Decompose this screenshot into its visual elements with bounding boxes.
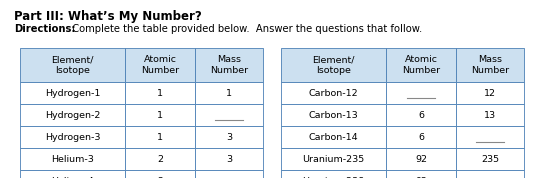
Bar [281,48,386,82]
Text: 92: 92 [415,177,427,178]
Text: Carbon-12: Carbon-12 [309,88,358,98]
Bar [456,170,524,178]
Text: 6: 6 [418,111,424,119]
Bar [456,104,524,126]
Bar [195,48,263,82]
Bar [281,126,386,148]
Bar [20,170,125,178]
Text: Directions:: Directions: [14,24,75,34]
Text: Mass
Number: Mass Number [210,55,248,75]
Text: Helium-4: Helium-4 [51,177,94,178]
Text: Complete the table provided below.  Answer the questions that follow.: Complete the table provided below. Answe… [66,24,422,34]
Bar [20,48,125,82]
Bar [386,104,456,126]
Text: 2: 2 [157,155,163,164]
Bar [386,148,456,170]
Text: 1: 1 [157,88,163,98]
Bar [281,82,386,104]
Text: 1: 1 [157,111,163,119]
Text: Hydrogen-1: Hydrogen-1 [45,88,100,98]
Text: Carbon-14: Carbon-14 [309,132,358,142]
Bar [20,82,125,104]
Text: 92: 92 [415,155,427,164]
Text: 13: 13 [484,111,496,119]
Text: Mass
Number: Mass Number [471,55,509,75]
Text: Element/
Isotope: Element/ Isotope [51,55,94,75]
Bar [125,148,195,170]
Bar [20,126,125,148]
Text: 1: 1 [157,132,163,142]
Bar [195,104,263,126]
Bar [195,126,263,148]
Text: Part III: What’s My Number?: Part III: What’s My Number? [14,10,202,23]
Bar [125,170,195,178]
Text: 3: 3 [226,132,232,142]
Bar [20,104,125,126]
Text: Uranium-235: Uranium-235 [302,155,365,164]
Text: Element/
Isotope: Element/ Isotope [312,55,355,75]
Bar [20,148,125,170]
Text: 6: 6 [418,132,424,142]
Text: 1: 1 [226,88,232,98]
Bar [125,104,195,126]
Bar [281,104,386,126]
Bar [386,126,456,148]
Bar [195,82,263,104]
Bar [281,148,386,170]
Bar [281,170,386,178]
Text: Carbon-13: Carbon-13 [309,111,358,119]
Bar [125,126,195,148]
Bar [125,48,195,82]
Bar [386,48,456,82]
Bar [456,48,524,82]
Text: 12: 12 [484,88,496,98]
Text: Atomic
Number: Atomic Number [141,55,179,75]
Text: Atomic
Number: Atomic Number [402,55,440,75]
Text: 2: 2 [157,177,163,178]
Bar [195,148,263,170]
Text: Hydrogen-3: Hydrogen-3 [45,132,100,142]
Bar [386,170,456,178]
Bar [456,82,524,104]
Bar [386,82,456,104]
Text: 3: 3 [226,155,232,164]
Bar [125,82,195,104]
Text: Uranium-238: Uranium-238 [302,177,365,178]
Bar [456,148,524,170]
Bar [456,126,524,148]
Text: Helium-3: Helium-3 [51,155,94,164]
Bar [195,170,263,178]
Text: 235: 235 [481,155,499,164]
Text: Hydrogen-2: Hydrogen-2 [45,111,100,119]
